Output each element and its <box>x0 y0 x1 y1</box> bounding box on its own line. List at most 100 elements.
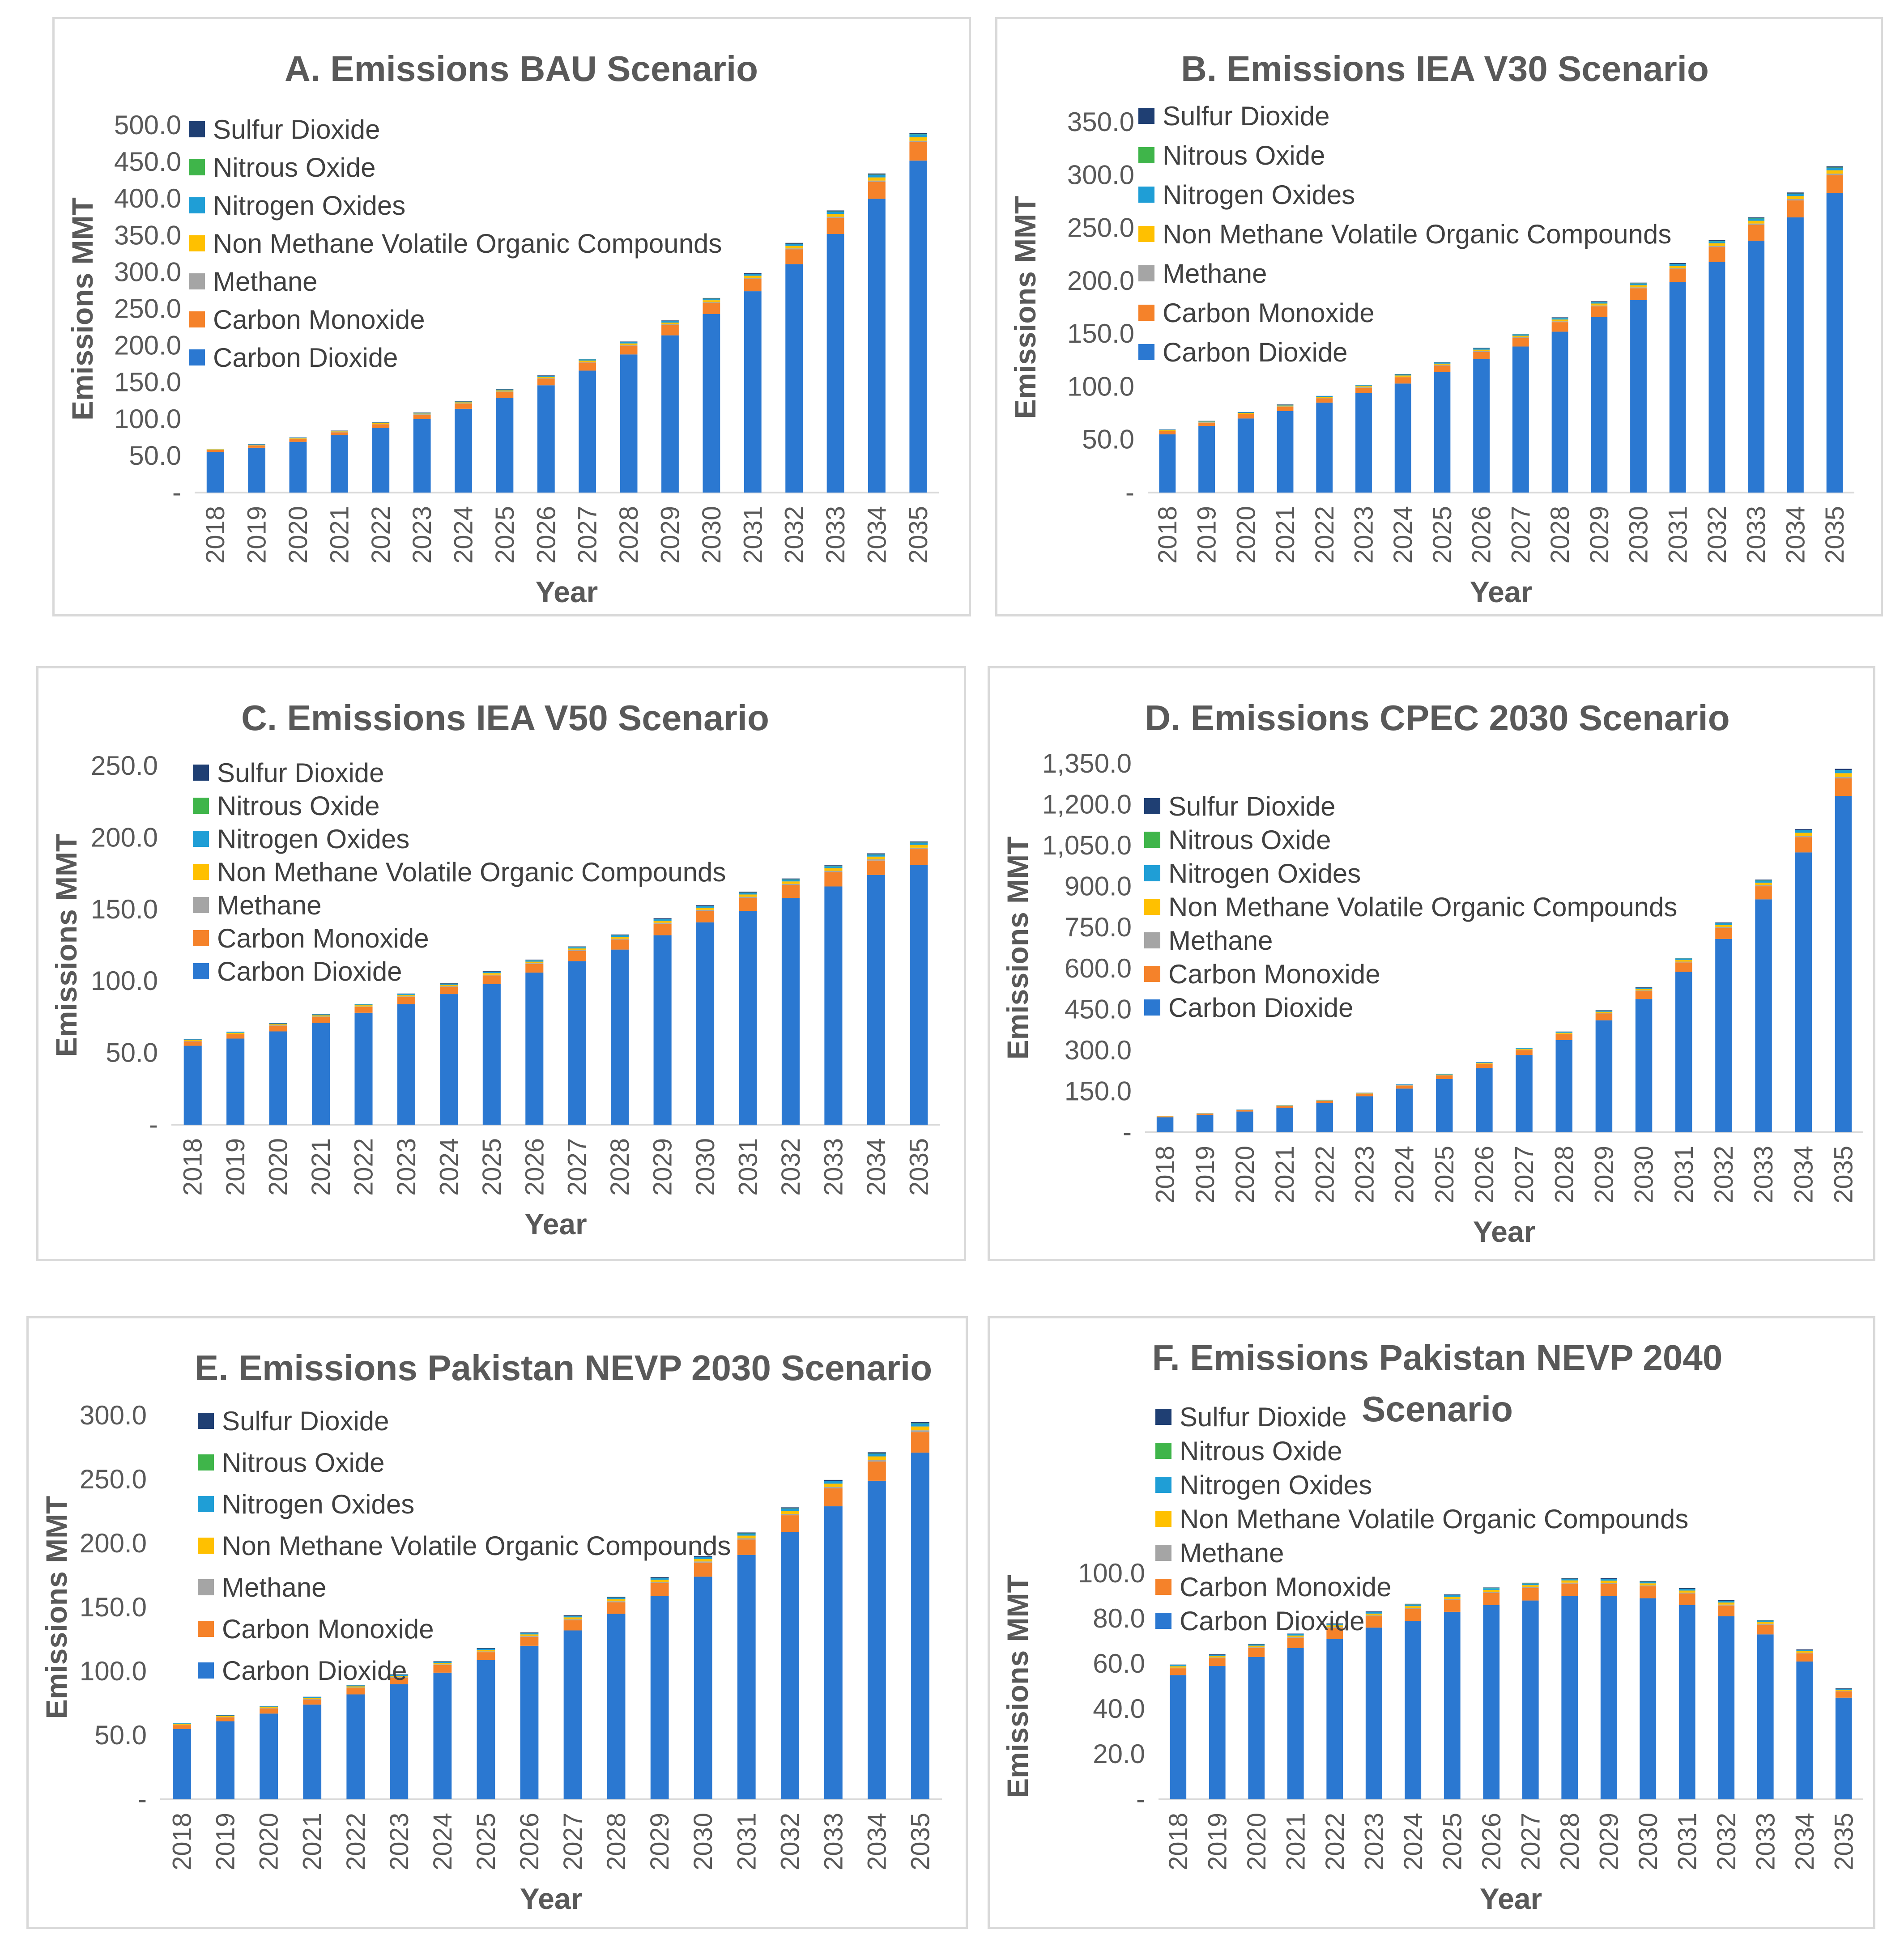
chart-c-legend-label: Nitrous Oxide <box>217 791 379 821</box>
chart-c-bar-non-methane-volatile-organic-compounds-2034 <box>867 856 885 859</box>
chart-e-xtick: 2028 <box>602 1813 631 1870</box>
chart-f-bar-nitrogen-oxides-2021 <box>1287 1634 1304 1636</box>
chart-d-bar-carbon-monoxide-2018 <box>1156 1116 1174 1118</box>
chart-a-bar-non-methane-volatile-organic-compounds-2035 <box>909 137 927 141</box>
chart-e-legend-label: Sulfur Dioxide <box>222 1406 389 1436</box>
chart-f-legend-label: Methane <box>1180 1538 1284 1568</box>
chart-c-bar-non-methane-volatile-organic-compounds-2028 <box>611 937 629 939</box>
chart-a-legend-swatch-carbon-dioxide <box>189 349 205 366</box>
chart-c-bar-nitrogen-oxides-2027 <box>568 947 586 949</box>
chart-a-ytick: 400.0 <box>114 183 181 213</box>
chart-d-bar-nitrogen-oxides-2031 <box>1675 958 1692 960</box>
chart-c-bar-carbon-monoxide-2027 <box>568 951 586 961</box>
chart-e-legend-label: Carbon Monoxide <box>222 1614 434 1644</box>
chart-e-legend-swatch-methane <box>198 1579 214 1595</box>
chart-a-xtick: 2023 <box>408 506 437 564</box>
chart-c-bar-carbon-monoxide-2030 <box>696 911 715 922</box>
chart-f-xtick: 2031 <box>1673 1813 1702 1870</box>
chart-b-ytick: 300.0 <box>1067 160 1134 190</box>
chart-d-bar-methane-2034 <box>1795 836 1812 837</box>
chart-d-bar-carbon-dioxide-2022 <box>1316 1103 1333 1132</box>
chart-c-bar-carbon-monoxide-2035 <box>910 849 928 865</box>
chart-a-bar-non-methane-volatile-organic-compounds-2028 <box>620 343 638 345</box>
chart-c-bar-methane-2033 <box>824 871 843 872</box>
chart-e-bar-carbon-monoxide-2018 <box>173 1725 191 1729</box>
chart-e-bar-carbon-monoxide-2022 <box>346 1688 365 1695</box>
chart-b-bar-nitrogen-oxides-2029 <box>1591 302 1608 304</box>
chart-a-bar-non-methane-volatile-organic-compounds-2031 <box>744 276 762 278</box>
chart-b-bar-carbon-monoxide-2018 <box>1159 431 1176 434</box>
chart-b-bar-nitrogen-oxides-2025 <box>1434 362 1451 364</box>
chart-a-bar-carbon-dioxide-2026 <box>537 385 555 493</box>
chart-b-bar-carbon-dioxide-2033 <box>1748 240 1765 493</box>
chart-c-bar-methane-2032 <box>781 884 800 885</box>
chart-c-bar-carbon-dioxide-2022 <box>354 1012 373 1125</box>
chart-e-bar-methane-2034 <box>868 1460 886 1462</box>
chart-c-bar-nitrogen-oxides-2024 <box>440 983 458 985</box>
chart-b-bar-nitrogen-oxides-2031 <box>1669 264 1686 266</box>
chart-e-bar-carbon-dioxide-2032 <box>780 1532 799 1799</box>
chart-d-bar-carbon-dioxide-2026 <box>1476 1068 1493 1132</box>
chart-f-bar-sulfur-dioxide-2030 <box>1640 1581 1657 1582</box>
chart-e-title: E. Emissions Pakistan NEVP 2030 Scenario <box>195 1348 932 1388</box>
chart-c-legend-label: Methane <box>217 890 322 920</box>
chart-a-legend-label: Nitrous Oxide <box>213 153 375 183</box>
chart-a-bar-carbon-monoxide-2034 <box>868 182 886 199</box>
chart-e-xtick: 2019 <box>211 1813 240 1870</box>
chart-c-bar-nitrogen-oxides-2021 <box>312 1014 330 1016</box>
chart-f-bar-sulfur-dioxide-2031 <box>1678 1588 1695 1589</box>
chart-b-bar-carbon-monoxide-2020 <box>1237 414 1254 419</box>
chart-f-ylabel: Emissions MMT <box>1001 1575 1034 1798</box>
chart-c-bar-nitrogen-oxides-2025 <box>482 972 501 973</box>
chart-a-bar-carbon-monoxide-2032 <box>785 249 803 264</box>
chart-e-bar-carbon-dioxide-2030 <box>694 1577 712 1799</box>
chart-e-bar-carbon-dioxide-2024 <box>433 1672 452 1799</box>
chart-d-bar-carbon-dioxide-2029 <box>1595 1020 1613 1132</box>
chart-f-bar-carbon-monoxide-2018 <box>1170 1668 1187 1675</box>
chart-e-ytick: 300.0 <box>80 1400 147 1430</box>
chart-b-ytick: 200.0 <box>1067 266 1134 296</box>
chart-b-bar-carbon-dioxide-2023 <box>1355 393 1372 493</box>
chart-e-bar-methane-2025 <box>477 1651 495 1653</box>
chart-d-bar-carbon-monoxide-2025 <box>1436 1075 1453 1079</box>
chart-a-bar-carbon-dioxide-2021 <box>330 435 348 493</box>
chart-c-bar-methane-2020 <box>269 1025 287 1026</box>
chart-d-bar-carbon-monoxide-2033 <box>1755 886 1772 900</box>
chart-e-bar-methane-2021 <box>303 1699 322 1700</box>
chart-e-bar-sulfur-dioxide-2030 <box>694 1556 712 1557</box>
chart-c-bar-carbon-dioxide-2032 <box>781 898 800 1125</box>
chart-b-bar-nitrogen-oxides-2023 <box>1355 385 1372 387</box>
chart-a-legend-swatch-sulfur-dioxide <box>189 121 205 137</box>
chart-b-bar-carbon-monoxide-2025 <box>1434 366 1451 372</box>
chart-f-ytick: 60.0 <box>1093 1649 1145 1679</box>
chart-f-bar-nitrogen-oxides-2032 <box>1718 1601 1735 1603</box>
chart-e-bar-carbon-monoxide-2030 <box>694 1562 712 1577</box>
chart-a-xtick: 2019 <box>243 506 272 564</box>
chart-b-bar-nitrogen-oxides-2035 <box>1826 167 1843 170</box>
chart-e-bar-carbon-dioxide-2023 <box>390 1684 409 1799</box>
chart-d-xtick: 2021 <box>1270 1146 1299 1203</box>
chart-e-bar-nitrogen-oxides-2025 <box>477 1649 495 1650</box>
chart-a-svg: A. Emissions BAU Scenario - 50.0 100.0 150.0… <box>66 49 939 608</box>
chart-a-bar-carbon-monoxide-2035 <box>909 142 927 161</box>
chart-a-xtick: 2034 <box>862 506 891 564</box>
chart-d-xtick: 2026 <box>1470 1146 1499 1203</box>
chart-b-bar-sulfur-dioxide-2033 <box>1748 217 1765 219</box>
chart-c-bar-non-methane-volatile-organic-compounds-2031 <box>739 894 757 897</box>
chart-b-xtick: 2023 <box>1349 506 1378 564</box>
chart-b-bar-nitrogen-oxides-2028 <box>1551 318 1568 320</box>
chart-a-bar-methane-2030 <box>703 302 720 303</box>
chart-d-bar-nitrogen-oxides-2029 <box>1595 1011 1613 1012</box>
chart-b-legend-swatch-carbon-monoxide <box>1138 305 1154 321</box>
chart-f-bar-nitrogen-oxides-2026 <box>1483 1588 1500 1590</box>
chart-a-bar-non-methane-volatile-organic-compounds-2030 <box>703 300 720 302</box>
chart-a-bar-carbon-dioxide-2029 <box>661 335 679 493</box>
chart-f-bar-carbon-dioxide-2033 <box>1757 1634 1774 1799</box>
chart-b-bar-carbon-monoxide-2032 <box>1708 247 1725 262</box>
chart-d-bar-sulfur-dioxide-2035 <box>1835 769 1852 770</box>
chart-e-bar-carbon-monoxide-2035 <box>911 1432 929 1453</box>
chart-f-bar-sulfur-dioxide-2032 <box>1718 1600 1735 1601</box>
chart-d-xtick: 2029 <box>1589 1146 1619 1203</box>
chart-c-xtick: 2019 <box>221 1138 250 1196</box>
chart-f-bar-carbon-monoxide-2027 <box>1522 1588 1539 1601</box>
